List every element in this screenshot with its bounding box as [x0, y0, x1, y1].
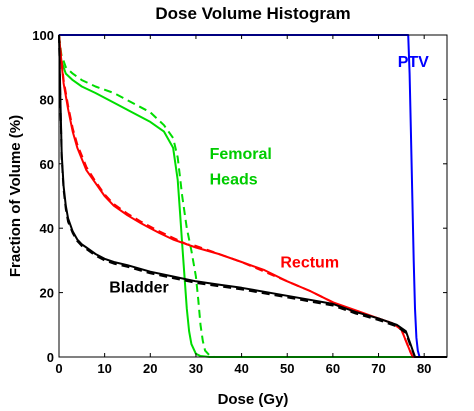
series-line-2 — [58, 34, 447, 358]
series-line-3 — [58, 34, 447, 358]
x-tick-label: 60 — [326, 361, 340, 376]
y-tick-label: 60 — [40, 157, 54, 172]
y-tick-label: 40 — [40, 221, 54, 236]
x-tick-label: 40 — [234, 361, 248, 376]
annotation-heads: Heads — [210, 172, 258, 189]
annotation-ptv: PTV — [398, 54, 429, 71]
annotations: PTV Femoral Heads Rectum Bladder — [109, 54, 429, 296]
x-tick-label: 10 — [97, 361, 111, 376]
y-axis-label: Fraction of Volume (%) — [7, 115, 24, 277]
annotation-rectum: Rectum — [280, 254, 339, 271]
plot-frame — [58, 34, 448, 358]
x-tick-label: 0 — [55, 361, 62, 376]
annotation-bladder: Bladder — [109, 280, 169, 297]
y-tick-label: 20 — [40, 286, 54, 301]
series-line-6 — [58, 34, 447, 358]
x-tick-label: 70 — [371, 361, 385, 376]
series-line-4 — [58, 34, 447, 358]
x-tick-label: 80 — [417, 361, 431, 376]
chart-title: Dose Volume Histogram — [155, 4, 350, 23]
x-tick-label: 20 — [143, 361, 157, 376]
annotation-femoral: Femoral — [210, 146, 272, 163]
series-line-0 — [59, 34, 447, 358]
x-axis-ticks: 0 10 20 30 40 50 60 70 80 — [55, 35, 431, 376]
y-tick-label: 100 — [32, 28, 54, 43]
y-axis-ticks: 0 20 40 60 80 100 — [32, 28, 447, 365]
y-tick-label: 0 — [47, 350, 54, 365]
series-layer — [58, 34, 447, 358]
x-axis-label: Dose (Gy) — [218, 391, 289, 408]
x-tick-label: 30 — [189, 361, 203, 376]
series-line-5 — [58, 34, 447, 358]
y-tick-label: 80 — [40, 92, 54, 107]
x-tick-label: 50 — [280, 361, 294, 376]
series-line-1 — [58, 34, 447, 358]
